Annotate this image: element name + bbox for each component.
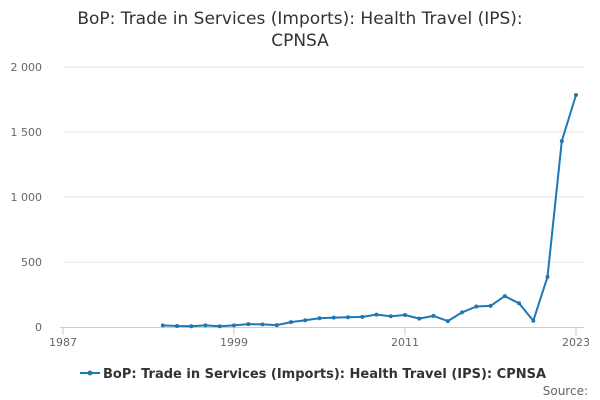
x-tick-label: 1987 bbox=[49, 336, 77, 349]
data-point[interactable] bbox=[417, 316, 422, 321]
data-point[interactable] bbox=[232, 323, 236, 328]
data-point[interactable] bbox=[203, 323, 208, 328]
data-point[interactable] bbox=[217, 324, 222, 329]
y-gridlines bbox=[63, 66, 584, 263]
data-point[interactable] bbox=[403, 313, 407, 317]
data-point[interactable] bbox=[517, 301, 521, 306]
data-point[interactable] bbox=[559, 139, 564, 144]
y-tick-label: 1 000 bbox=[11, 191, 43, 204]
data-point[interactable] bbox=[189, 324, 194, 329]
y-tick-label: 500 bbox=[21, 256, 42, 269]
data-point[interactable] bbox=[331, 315, 336, 320]
y-tick-label: 1 500 bbox=[11, 126, 43, 139]
data-point[interactable] bbox=[274, 323, 279, 328]
data-point[interactable] bbox=[574, 93, 578, 97]
data-point[interactable] bbox=[445, 319, 450, 324]
source-label: Source: bbox=[543, 384, 588, 398]
x-tick-label: 1999 bbox=[220, 336, 248, 349]
x-axis: 1987 1999 2011 2023 bbox=[49, 327, 590, 349]
data-point[interactable] bbox=[431, 313, 436, 318]
series-line bbox=[162, 94, 577, 328]
chart-title-line-2: CPNSA bbox=[271, 31, 329, 51]
data-point[interactable] bbox=[531, 318, 536, 323]
y-tick-label: 0 bbox=[35, 321, 42, 334]
data-point[interactable] bbox=[460, 310, 464, 315]
data-point[interactable] bbox=[246, 322, 251, 327]
data-point[interactable] bbox=[289, 320, 293, 325]
data-point[interactable] bbox=[317, 316, 322, 321]
data-point[interactable] bbox=[360, 314, 365, 319]
legend[interactable]: BoP: Trade in Services (Imports): Health… bbox=[80, 367, 546, 382]
y-tick-label: 2 000 bbox=[11, 61, 43, 74]
data-point[interactable] bbox=[474, 304, 479, 309]
x-tick-label: 2011 bbox=[391, 336, 419, 349]
legend-point-marker bbox=[87, 370, 93, 376]
data-point[interactable] bbox=[175, 324, 179, 328]
data-point[interactable] bbox=[303, 318, 308, 323]
data-point[interactable] bbox=[346, 315, 350, 320]
x-tick-label: 2023 bbox=[562, 336, 590, 349]
data-point[interactable] bbox=[502, 294, 507, 299]
y-axis-tick-labels: 0 500 1 000 1 500 2 000 bbox=[11, 61, 43, 334]
data-point[interactable] bbox=[488, 303, 493, 308]
legend-label: BoP: Trade in Services (Imports): Health… bbox=[103, 367, 546, 382]
series-layer bbox=[160, 93, 578, 329]
data-point[interactable] bbox=[160, 323, 165, 328]
data-point[interactable] bbox=[388, 314, 393, 319]
data-point[interactable] bbox=[260, 322, 265, 327]
chart-title-line-1: BoP: Trade in Services (Imports): Health… bbox=[77, 9, 522, 29]
data-point[interactable] bbox=[545, 274, 550, 279]
data-point[interactable] bbox=[374, 312, 379, 317]
